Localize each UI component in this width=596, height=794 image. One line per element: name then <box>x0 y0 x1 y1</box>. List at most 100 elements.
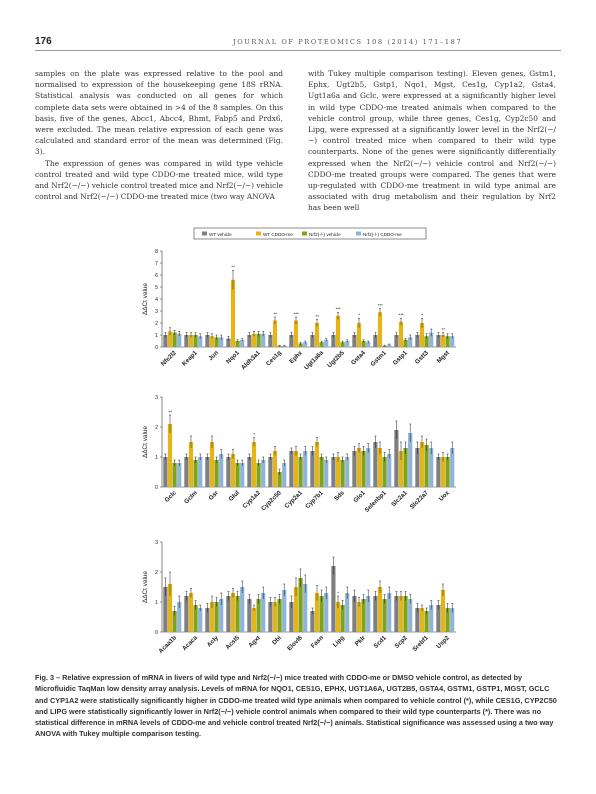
bar <box>419 608 425 632</box>
bar <box>436 335 441 347</box>
bar <box>373 335 378 347</box>
bar <box>293 451 299 487</box>
bar <box>240 463 245 487</box>
bar <box>403 339 408 347</box>
category-label: Pklr <box>354 634 368 648</box>
y-tick-label: 6 <box>155 273 158 279</box>
category-label: Gstt3 <box>414 349 431 366</box>
significance-mark: *** <box>378 303 383 308</box>
significance-mark: * <box>253 432 255 437</box>
bar <box>436 457 441 487</box>
paragraph: samples on the plate was expressed relat… <box>35 69 283 157</box>
bar <box>440 457 446 487</box>
y-tick-label: 0 <box>155 345 158 351</box>
category-label: Slc2a1 <box>390 489 409 508</box>
bar <box>188 593 194 632</box>
bar <box>335 457 341 487</box>
bar <box>436 605 441 632</box>
bar <box>282 590 287 632</box>
category-label: Dbi <box>271 634 283 646</box>
bar <box>345 457 350 487</box>
category-label: Mgst <box>436 349 451 364</box>
bar <box>352 596 357 632</box>
y-axis-label: ΔΔCt value <box>142 283 149 315</box>
bar <box>429 448 434 487</box>
bar <box>382 599 387 632</box>
bar <box>303 451 308 487</box>
bar <box>331 335 336 347</box>
bar <box>184 335 189 347</box>
bar <box>277 472 282 487</box>
bar <box>366 448 371 487</box>
bar <box>167 424 173 487</box>
category-label: Usp2 <box>435 634 451 650</box>
bar <box>415 448 420 487</box>
bar <box>361 341 366 347</box>
y-tick-label: 1 <box>155 600 158 606</box>
bar <box>188 442 194 487</box>
bar <box>424 611 429 632</box>
significance-mark: ** <box>273 312 277 317</box>
legend-swatch <box>202 231 207 236</box>
bar <box>235 463 240 487</box>
y-tick-label: 1 <box>155 333 158 339</box>
bar <box>387 344 392 347</box>
journal-title: JOURNAL OF PROTEOMICS 108 (2014) 171–187 <box>233 38 463 46</box>
bar <box>319 596 324 632</box>
bar <box>256 333 261 347</box>
bar <box>289 335 294 347</box>
legend-label: Nrf2(-/-) vehicle <box>309 232 341 237</box>
bar <box>167 584 173 632</box>
significance-mark: *** <box>294 312 299 317</box>
bar <box>331 457 336 487</box>
bar <box>450 336 455 347</box>
bar <box>272 320 278 347</box>
bar <box>247 457 252 487</box>
significance-mark: * <box>337 591 339 596</box>
bar <box>251 442 257 487</box>
bar <box>340 342 345 347</box>
bar <box>356 602 362 632</box>
bar <box>163 587 168 632</box>
category-label: Agxt <box>247 634 262 649</box>
bar <box>419 323 425 347</box>
bar <box>319 342 324 347</box>
bar <box>298 343 303 347</box>
category-label: Cyp1a2 <box>241 489 262 510</box>
bar <box>293 320 299 347</box>
bar <box>198 457 203 487</box>
bar <box>324 339 329 347</box>
y-tick-label: 7 <box>155 261 158 267</box>
bar <box>268 457 273 487</box>
category-label: Scd1 <box>373 634 389 650</box>
category-label: Uox <box>438 489 452 503</box>
paragraph: The expression of genes was compared in … <box>35 158 283 202</box>
bar <box>366 596 371 632</box>
figure-3: WT vehicle WT CDDO-me Nrf2(-/-) vehicle Nrf… <box>142 227 456 655</box>
y-tick-label: 8 <box>155 249 158 255</box>
bar <box>324 593 329 632</box>
significance-mark: *** <box>399 313 404 318</box>
category-label: Srebf1 <box>411 634 430 653</box>
bar <box>377 312 383 347</box>
bar <box>366 342 371 347</box>
category-label: Slc22a7 <box>409 489 431 511</box>
bar <box>163 457 168 487</box>
category-label: Cyp2c50 <box>260 489 283 512</box>
bar <box>415 335 420 347</box>
category-label: Acsl5 <box>224 634 241 651</box>
bar <box>314 442 320 487</box>
category-label: Lipg <box>332 634 346 648</box>
bar <box>193 460 198 487</box>
bar <box>205 608 210 632</box>
y-tick-label: 1 <box>155 455 158 461</box>
legend-swatch <box>256 231 261 236</box>
significance-mark: ** <box>168 410 172 415</box>
bar <box>424 336 429 347</box>
category-label: Scp2 <box>394 634 410 650</box>
bar <box>440 335 446 347</box>
significance-mark: ** <box>315 314 319 319</box>
bar <box>424 445 429 487</box>
bar <box>214 337 219 347</box>
running-header: 176 JOURNAL OF PROTEOMICS 108 (2014) 171… <box>35 36 561 51</box>
